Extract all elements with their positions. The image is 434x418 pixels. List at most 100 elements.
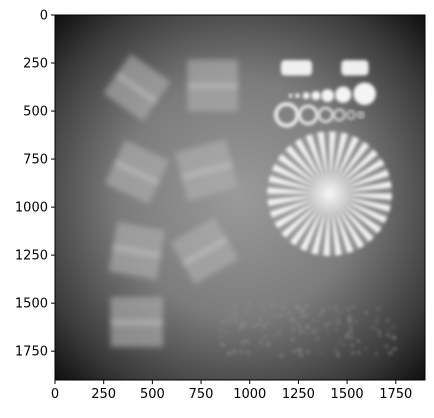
noise-dot [240,322,245,327]
noise-dot [220,335,223,338]
stripe-highlight [114,160,160,185]
stripe-line [112,76,155,108]
noise-dot [220,320,224,325]
noise-dot [378,333,382,337]
stripe-line [174,223,221,253]
axes-frame [54,14,426,381]
noise-dot [296,348,301,353]
noise-dot [252,324,256,328]
stripe-line [128,54,171,86]
noise-dot [335,352,341,357]
noise-dot [279,313,283,318]
noise-dot [228,321,232,325]
x-tick-label: 0 [51,387,59,402]
stripe-line [186,181,238,199]
stripe-line [178,153,231,171]
stripe-line [110,304,164,309]
noise-dot [239,349,244,354]
noise-dot [263,334,267,338]
noise-dot [277,331,282,335]
stripe-line [106,177,152,202]
noise-dot [234,313,237,316]
noise-dot [224,330,227,334]
y-tick-label: 1000 [15,201,48,216]
bright-disk [302,92,310,100]
stripe-line [177,229,224,259]
bright-rectangle [341,60,369,76]
noise-dot [347,315,352,320]
noise-dot [347,319,353,324]
noise-dot [265,342,270,347]
stripe-line [105,88,147,119]
stripe-line [188,247,234,276]
noise-dot [291,338,295,342]
x-tick-label: 1250 [282,387,315,402]
bright-disk [311,91,321,101]
y-tick-label: 750 [23,153,48,168]
noise-dot [273,335,276,338]
noise-dot [233,302,237,306]
stripe-line [110,311,164,316]
radial-star [267,131,392,256]
noise-dot [305,332,308,335]
noise-dot [235,321,238,324]
x-tick-label: 1000 [233,387,266,402]
noise-dot [306,350,310,354]
bright-ring [333,108,346,122]
stripe-block [171,217,239,285]
bright-ring [297,104,319,126]
noise-dot [295,321,300,326]
noise-dot [300,314,304,319]
noise-dot [376,316,379,319]
noise-dot [219,327,223,331]
stripe-highlight [112,245,162,257]
noise-dot [232,348,237,353]
noise-dot [391,325,395,329]
noise-dot [258,323,261,326]
stripe-line [116,222,166,235]
noise-dot [240,340,245,345]
noise-dot [349,329,353,334]
stripe-block [175,139,239,202]
noise-dot [291,328,296,332]
noise-dot [246,350,251,355]
noise-dot [387,329,390,332]
noise-dot [267,320,271,324]
noise-dot [319,351,322,354]
stripe-line [187,97,239,101]
noise-dot [277,303,280,306]
stripe-line [120,65,163,97]
noise-dot [300,348,303,351]
stripe-line [110,325,164,330]
noise-dot [295,305,300,310]
bright-disk [288,93,293,98]
noise-dot [290,317,295,322]
stripe-line [175,139,227,157]
noise-dot [315,319,318,323]
x-tick-label: 1500 [331,387,364,402]
stripe-line [184,241,231,270]
noise-dot [351,351,355,355]
noise-dot [351,305,355,309]
noise-dot [327,331,330,334]
stripe-line [171,217,217,247]
noise-dot [228,315,233,319]
stripe-line [187,104,239,109]
stripe-highlight [181,162,233,179]
noise-dot [342,343,345,346]
stripe-line [108,171,155,196]
noise-dot [298,325,301,329]
stripe-block [103,54,171,122]
stripe-highlight [187,84,239,88]
noise-dot [384,344,388,348]
bright-rectangle [280,60,313,76]
noise-dot [233,351,236,355]
stripe-line [114,236,163,249]
noise-dot [337,310,341,314]
noise-dot [286,311,291,315]
y-tick-label: 1250 [15,249,48,264]
noise-dot [346,319,349,322]
noise-dot [334,348,338,352]
noise-dot [247,301,252,306]
noise-dot [298,353,303,358]
